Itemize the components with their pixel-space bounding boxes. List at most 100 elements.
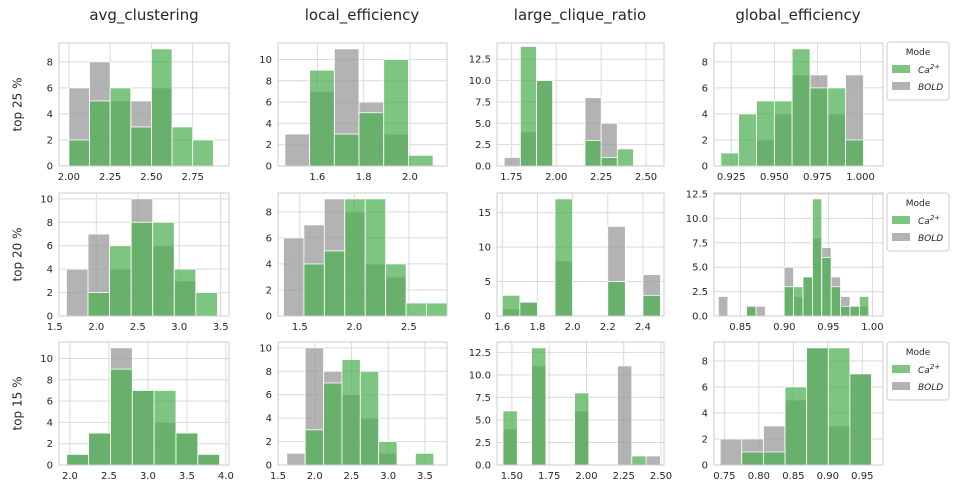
y-tick-label: 8 [266,207,272,218]
y-tick-label: 10.0 [469,76,491,87]
bar-ca [130,126,152,167]
bar-bold [718,296,729,317]
axes-frame [713,341,884,466]
histogram-panel: 0 5 10 15 1.6 1.8 2.0 2.2 2.4 [478,192,665,333]
bar-ca [131,390,155,466]
bar-ca [720,152,740,167]
bar-ca [536,80,554,167]
histogram-panel: 0.0 2.5 5.0 7.5 10.0 12.5 0.85 0.90 0.95 1.00 [686,189,884,333]
axes-frame [713,192,884,317]
bar-ca [197,453,221,466]
axes-frame [277,42,448,167]
column-title: avg_clustering [89,6,198,25]
y-tick-label: 6 [266,390,272,401]
x-tick-label: 2.5 [101,471,117,482]
y-tick-label: 0.0 [475,162,491,173]
bar-ca [192,139,214,167]
y-tick-label: 0 [47,162,53,173]
bar-ca [501,294,521,317]
y-tick-label: 4 [47,265,53,276]
bar-ca [341,359,361,466]
y-tick-label: 6 [47,241,53,252]
x-tick-label: 3.0 [380,471,396,482]
x-tick-label: 0.90 [817,471,839,482]
bar-ca [89,100,111,167]
x-tick-label: 2.00 [58,172,80,183]
y-tick-label: 2.5 [692,287,708,298]
bar-bold [286,452,306,466]
bar-bold [503,157,521,167]
x-tick-label: 1.6 [309,172,325,183]
bar-ca [426,302,448,317]
y-tick-label: 12.5 [469,55,491,66]
y-tick-label: 0.0 [475,461,491,472]
bar-ca [171,126,194,167]
bar-ca [359,370,380,466]
x-tick-label: 1.5 [292,322,308,333]
legend-swatch-ca [892,65,910,73]
y-tick-label: 2.5 [475,140,491,151]
histogram-panel: 0 2 4 6 8 10 1.5 2.0 2.5 3.0 3.5 [259,341,448,482]
bar-ca [519,301,538,317]
bar-ca [195,292,218,317]
bar-ca [840,305,851,317]
axes-frame [58,341,230,466]
row-label: top 15 % [11,377,25,431]
y-tick-label: 8 [47,218,53,229]
legend-label-ca: Ca2+ [918,63,940,76]
x-tick-label: 4.0 [218,471,234,482]
x-tick-label: 2.0 [346,322,362,333]
bar-ca [408,154,434,167]
x-tick-label: 2.2 [600,322,616,333]
bar-ca [756,100,775,167]
bar-ca [68,139,90,167]
x-tick-label: 1.8 [356,172,372,183]
legend-swatch-bold [892,82,910,90]
y-tick-label: 2 [266,437,272,448]
y-tick-label: 2 [47,288,53,299]
bar-ca [791,48,811,167]
x-tick-label: 3.5 [179,471,195,482]
y-tick-label: 6 [266,233,272,244]
bar-ca [574,392,590,466]
y-tick-label: 4 [47,418,53,429]
x-tick-label: 0.80 [748,471,770,482]
bar-ca [323,250,346,317]
histogram-panel: 0.0 2.5 5.0 7.5 10.0 12.5 1.75 2.00 2.25 2.50 [469,42,665,183]
bar-ca [175,432,199,466]
bar-ca [631,455,647,466]
x-tick-label: 2.5 [344,471,360,482]
axes-frame [58,42,230,167]
bar-ca [151,48,173,167]
x-tick-label: 2.0 [307,471,323,482]
x-tick-label: 2.25 [99,172,121,183]
y-tick-label: 0 [485,312,491,323]
legend-title: Mode [906,199,931,209]
legend-swatch-bold [892,382,910,390]
x-tick-label: 2.00 [545,172,567,183]
x-tick-label: 1.6 [494,322,510,333]
y-tick-label: 12.5 [469,348,491,359]
bar-ca [109,245,132,317]
bar-ca [827,347,851,466]
y-tick-label: 8 [47,375,53,386]
bar-ca [746,305,757,317]
y-tick-label: 4 [702,408,708,419]
histogram-panel: 0 2 4 6 8 2.00 2.25 2.50 2.75 [47,42,230,183]
bar-ca [849,305,860,317]
y-tick-label: 0 [47,312,53,323]
x-tick-label: 0.95 [817,322,839,333]
bar-ca [358,112,385,167]
y-tick-label: 4 [702,109,708,120]
bar-ca [383,59,409,167]
bar-ca [309,69,335,167]
column-title: local_efficiency [305,6,420,25]
y-tick-label: 2.5 [475,438,491,449]
y-tick-label: 8 [702,356,708,367]
bar-ca [519,46,537,167]
x-tick-label: 1.8 [529,322,545,333]
y-tick-label: 2 [702,135,708,146]
y-tick-label: 7.5 [692,238,708,249]
x-tick-label: 2.0 [565,322,581,333]
bar-ca [859,296,870,317]
